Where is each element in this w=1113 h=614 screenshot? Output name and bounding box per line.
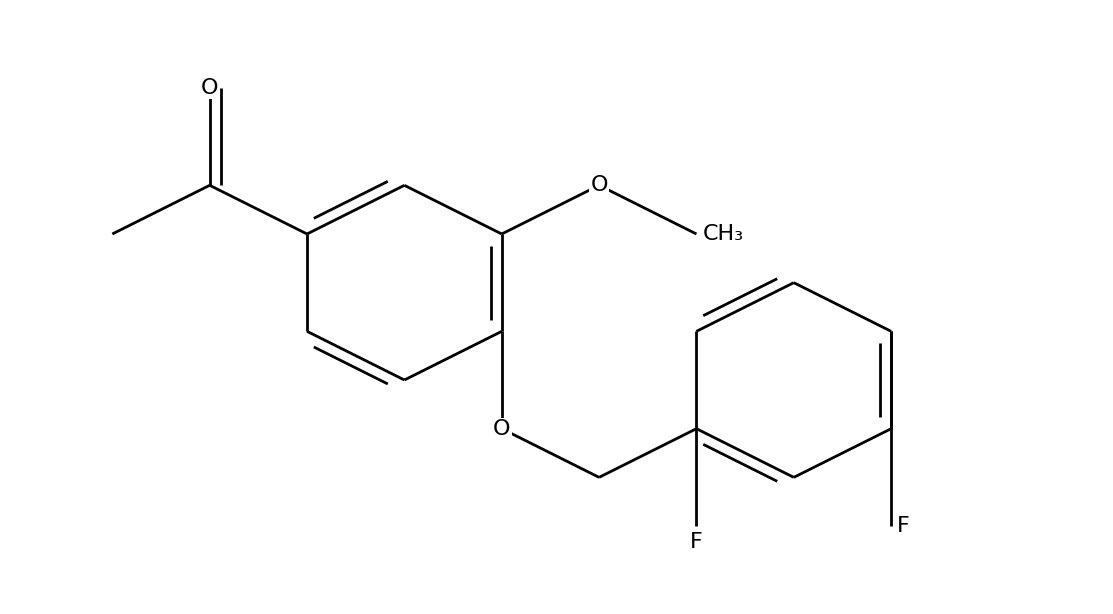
Text: O: O [590,176,608,195]
Text: CH₃: CH₃ [702,224,743,244]
Text: F: F [690,532,702,552]
Text: F: F [897,516,910,536]
Text: O: O [201,78,218,98]
Text: O: O [493,419,511,438]
